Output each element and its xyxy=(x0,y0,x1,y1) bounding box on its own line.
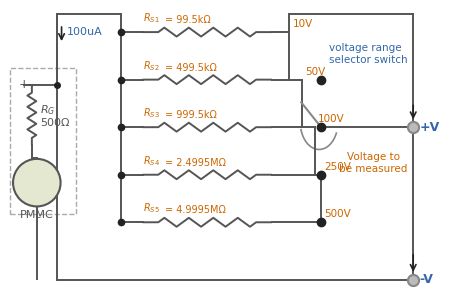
Text: $R_G$: $R_G$ xyxy=(40,103,55,117)
Text: $R_{S5}$: $R_{S5}$ xyxy=(143,202,159,215)
Text: Voltage to
be measured: Voltage to be measured xyxy=(338,152,406,174)
Text: $R_{S2}$: $R_{S2}$ xyxy=(143,59,159,73)
Text: $R_{S3}$: $R_{S3}$ xyxy=(143,106,159,120)
Text: = 999.5kΩ: = 999.5kΩ xyxy=(164,110,216,120)
Text: 100V: 100V xyxy=(318,114,344,124)
Text: PMMC: PMMC xyxy=(20,210,54,220)
Text: 100uA: 100uA xyxy=(66,27,102,37)
Text: 10V: 10V xyxy=(292,19,312,29)
Text: = 499.5kΩ: = 499.5kΩ xyxy=(164,63,216,73)
Text: 500Ω: 500Ω xyxy=(40,118,69,128)
Text: 50V: 50V xyxy=(304,67,325,77)
Text: = 99.5kΩ: = 99.5kΩ xyxy=(164,15,210,25)
Circle shape xyxy=(13,159,60,207)
Text: = 2.4995MΩ: = 2.4995MΩ xyxy=(164,158,225,168)
Text: = 4.9995MΩ: = 4.9995MΩ xyxy=(164,205,225,215)
Text: $R_{S4}$: $R_{S4}$ xyxy=(143,154,160,168)
Text: -: - xyxy=(37,212,41,222)
Text: 500V: 500V xyxy=(323,209,350,219)
Text: +V: +V xyxy=(418,121,438,134)
Text: +: + xyxy=(18,78,29,91)
Text: 250V: 250V xyxy=(323,162,350,172)
Text: voltage range
selector switch: voltage range selector switch xyxy=(328,43,407,65)
Text: $R_{S1}$: $R_{S1}$ xyxy=(143,11,159,25)
Text: -V: -V xyxy=(418,273,432,286)
